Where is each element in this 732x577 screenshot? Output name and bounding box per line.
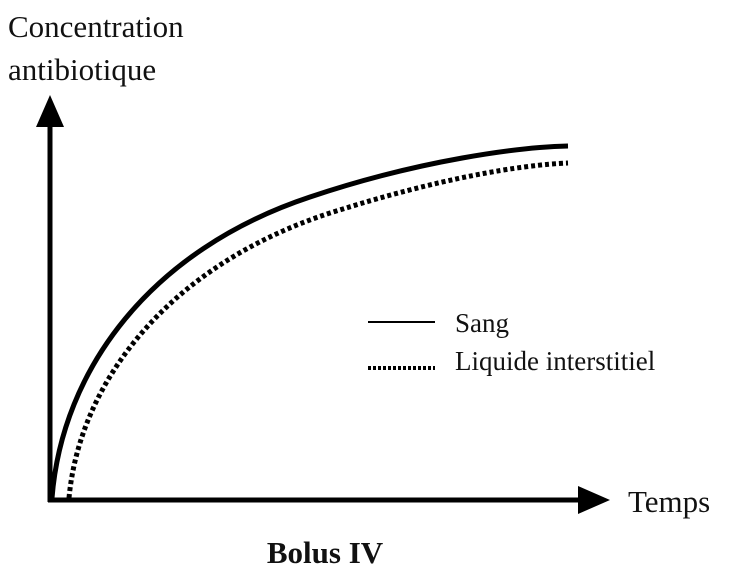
sang-curve [49, 143, 569, 499]
y-axis-label: Concentration [8, 9, 184, 44]
interstitiel-curve [66, 160, 569, 499]
caption: Bolus IV [267, 535, 384, 570]
legend-label: Sang [455, 308, 509, 338]
x-arrow [578, 486, 610, 514]
y-arrow [36, 95, 64, 127]
x-axis-label: Temps [628, 484, 710, 519]
y-axis-label: antibiotique [8, 52, 156, 87]
legend-label: Liquide interstitiel [455, 346, 655, 376]
